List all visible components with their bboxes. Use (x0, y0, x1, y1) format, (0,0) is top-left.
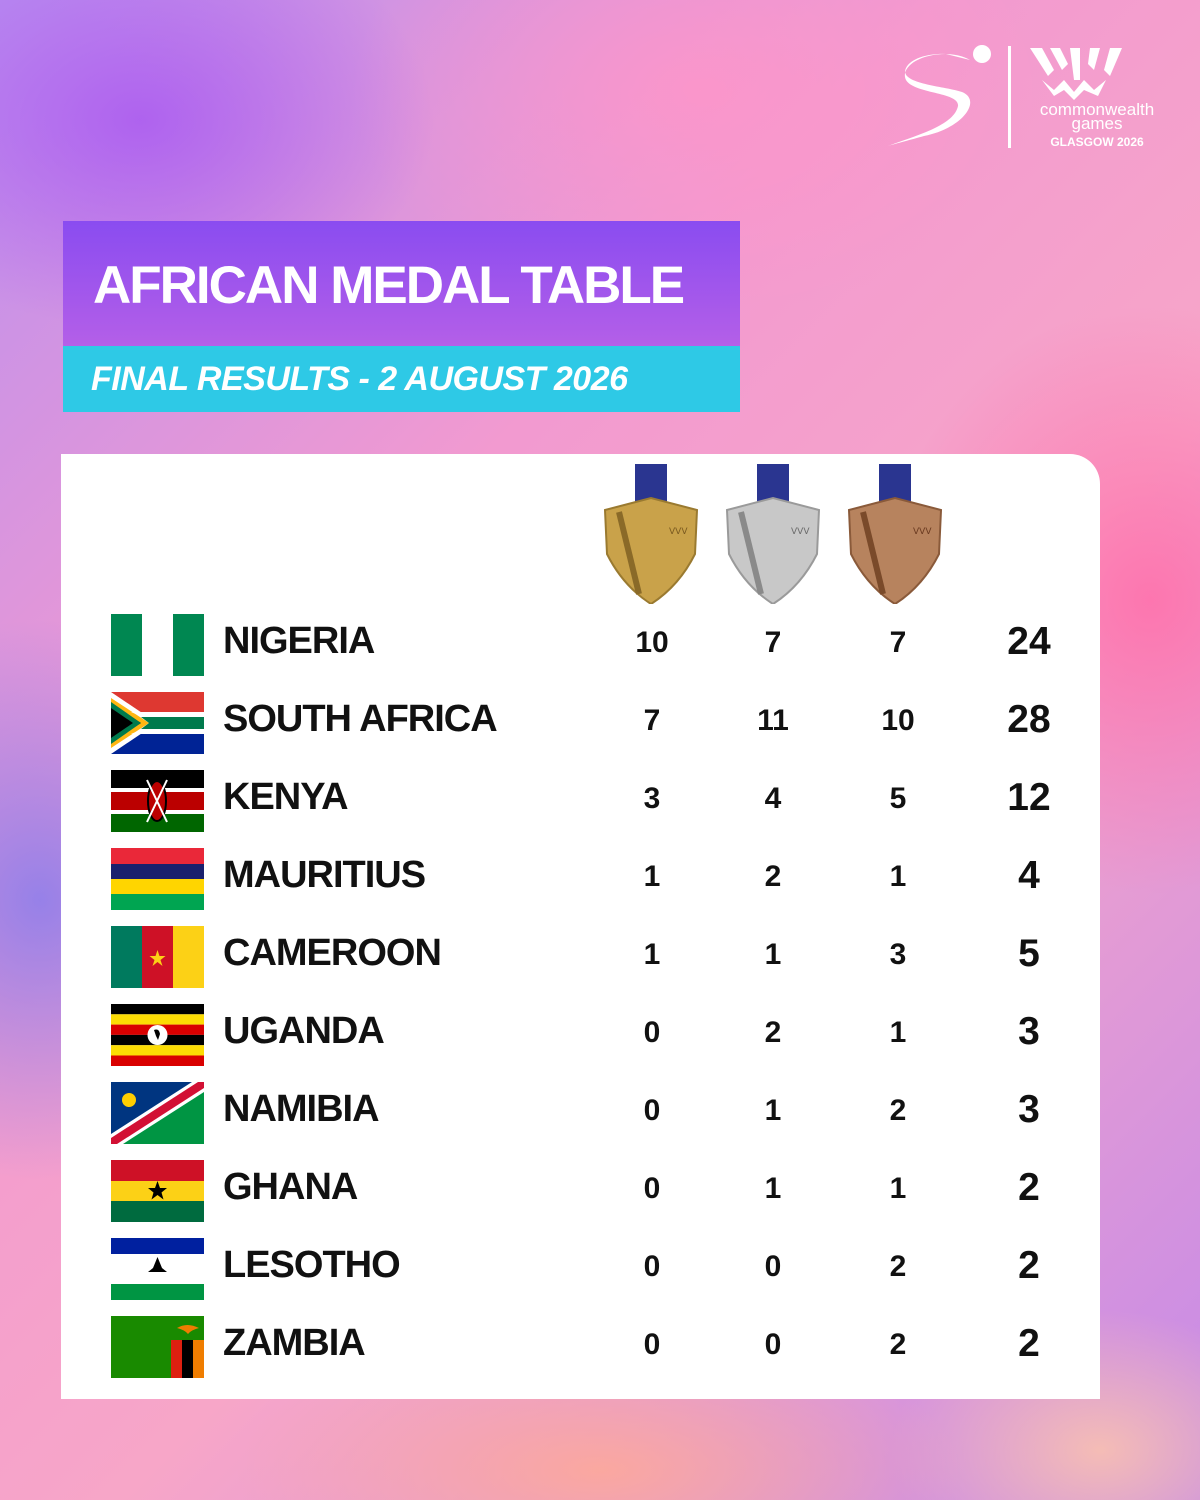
silver-count: 7 (764, 626, 782, 659)
total-count: 3 (1018, 1088, 1040, 1131)
brand-line1: commonwealth (1039, 100, 1155, 119)
gold-count: 10 (635, 626, 669, 659)
country-name: LESOTHO (223, 1244, 401, 1286)
bronze-count: 1 (889, 1172, 907, 1205)
mauritius-flag-icon (111, 848, 204, 910)
country-name: UGANDA (223, 1010, 385, 1052)
table-row: NAMIBIA 0 1 2 3 (61, 1082, 1100, 1146)
gold-count: 0 (643, 1094, 661, 1127)
total-count: 2 (1018, 1244, 1040, 1287)
cameroon-flag-icon (111, 926, 204, 988)
table-row: MAURITIUS 1 2 1 4 (61, 848, 1100, 912)
svg-text:VVV: VVV (791, 527, 810, 537)
country-name: SOUTH AFRICA (223, 698, 498, 740)
namibia-flag-icon (111, 1082, 204, 1144)
table-row: UGANDA 0 2 1 3 (61, 1004, 1100, 1068)
gold-count: 0 (643, 1250, 661, 1283)
bronze-count: 1 (889, 1016, 907, 1049)
bronze-count: 2 (889, 1328, 907, 1361)
bronze-count: 2 (889, 1094, 907, 1127)
page-subtitle: FINAL RESULTS - 2 AUGUST 2026 (91, 360, 628, 398)
bronze-count: 5 (889, 782, 907, 815)
silver-count: 1 (764, 1094, 782, 1127)
total-count: 4 (1018, 854, 1040, 897)
supersport-cwg-logo (888, 45, 1122, 148)
subtitle-banner: FINAL RESULTS - 2 AUGUST 2026 (63, 346, 740, 412)
silver-count: 0 (764, 1250, 782, 1283)
silver-count: 1 (764, 938, 782, 971)
total-count: 24 (1007, 620, 1051, 663)
silver-medal-icon: VVV (725, 464, 821, 604)
total-count: 3 (1018, 1010, 1040, 1053)
logo-divider (1008, 46, 1011, 148)
gold-count: 1 (643, 860, 661, 893)
kenya-flag-icon (111, 770, 204, 832)
table-row: CAMEROON 1 1 3 5 (61, 926, 1100, 990)
brand-line3: GLASGOW 2026 (1050, 135, 1144, 149)
title-banner: AFRICAN MEDAL TABLE (63, 221, 740, 346)
page-title: AFRICAN MEDAL TABLE (93, 256, 685, 315)
bronze-count: 7 (889, 626, 907, 659)
bronze-medal-icon: VVV (847, 464, 943, 604)
country-name: KENYA (223, 776, 349, 818)
medal-table-card: VVV VVV VVV NIGERIA 10 7 7 24 SOUTH AFRI… (61, 454, 1100, 1399)
gold-count: 7 (643, 704, 661, 737)
silver-count: 2 (764, 860, 782, 893)
country-name: CAMEROON (223, 932, 442, 974)
table-row: ZAMBIA 0 0 2 2 (61, 1316, 1100, 1380)
gold-count: 3 (643, 782, 661, 815)
country-name: MAURITIUS (223, 854, 426, 896)
total-count: 2 (1018, 1166, 1040, 1209)
brand-line2: games (1071, 114, 1123, 133)
total-count: 5 (1018, 932, 1040, 975)
ghana-flag-icon (111, 1160, 204, 1222)
bronze-count: 10 (881, 704, 915, 737)
country-name: NIGERIA (223, 620, 375, 662)
lesotho-flag-icon (111, 1238, 204, 1300)
table-row: LESOTHO 0 0 2 2 (61, 1238, 1100, 1302)
silver-count: 2 (764, 1016, 782, 1049)
total-count: 28 (1007, 698, 1051, 741)
silver-count: 0 (764, 1328, 782, 1361)
nigeria-flag-icon (111, 614, 204, 676)
svg-text:VVV: VVV (669, 527, 688, 537)
silver-count: 4 (764, 782, 782, 815)
gold-count: 0 (643, 1016, 661, 1049)
total-count: 12 (1007, 776, 1051, 819)
gold-count: 0 (643, 1328, 661, 1361)
gold-medal-icon: VVV (603, 464, 699, 604)
table-row: KENYA 3 4 5 12 (61, 770, 1100, 834)
bronze-count: 2 (889, 1250, 907, 1283)
gold-count: 0 (643, 1172, 661, 1205)
silver-count: 11 (757, 704, 789, 737)
supersport-s-icon (888, 45, 991, 146)
bronze-count: 1 (889, 860, 907, 893)
table-row: SOUTH AFRICA 7 11 10 28 (61, 692, 1100, 756)
bronze-count: 3 (889, 938, 907, 971)
table-row: GHANA 0 1 1 2 (61, 1160, 1100, 1224)
gold-count: 1 (643, 938, 661, 971)
silver-count: 1 (764, 1172, 782, 1205)
south-africa-flag-icon (111, 692, 204, 754)
cwg-emblem-icon (1030, 48, 1122, 100)
country-name: NAMIBIA (223, 1088, 380, 1130)
svg-text:VVV: VVV (913, 527, 932, 537)
country-name: GHANA (223, 1166, 358, 1208)
table-row: NIGERIA 10 7 7 24 (61, 614, 1100, 678)
country-name: ZAMBIA (223, 1322, 366, 1364)
zambia-flag-icon (111, 1316, 204, 1378)
uganda-flag-icon (111, 1004, 204, 1066)
total-count: 2 (1018, 1322, 1040, 1365)
